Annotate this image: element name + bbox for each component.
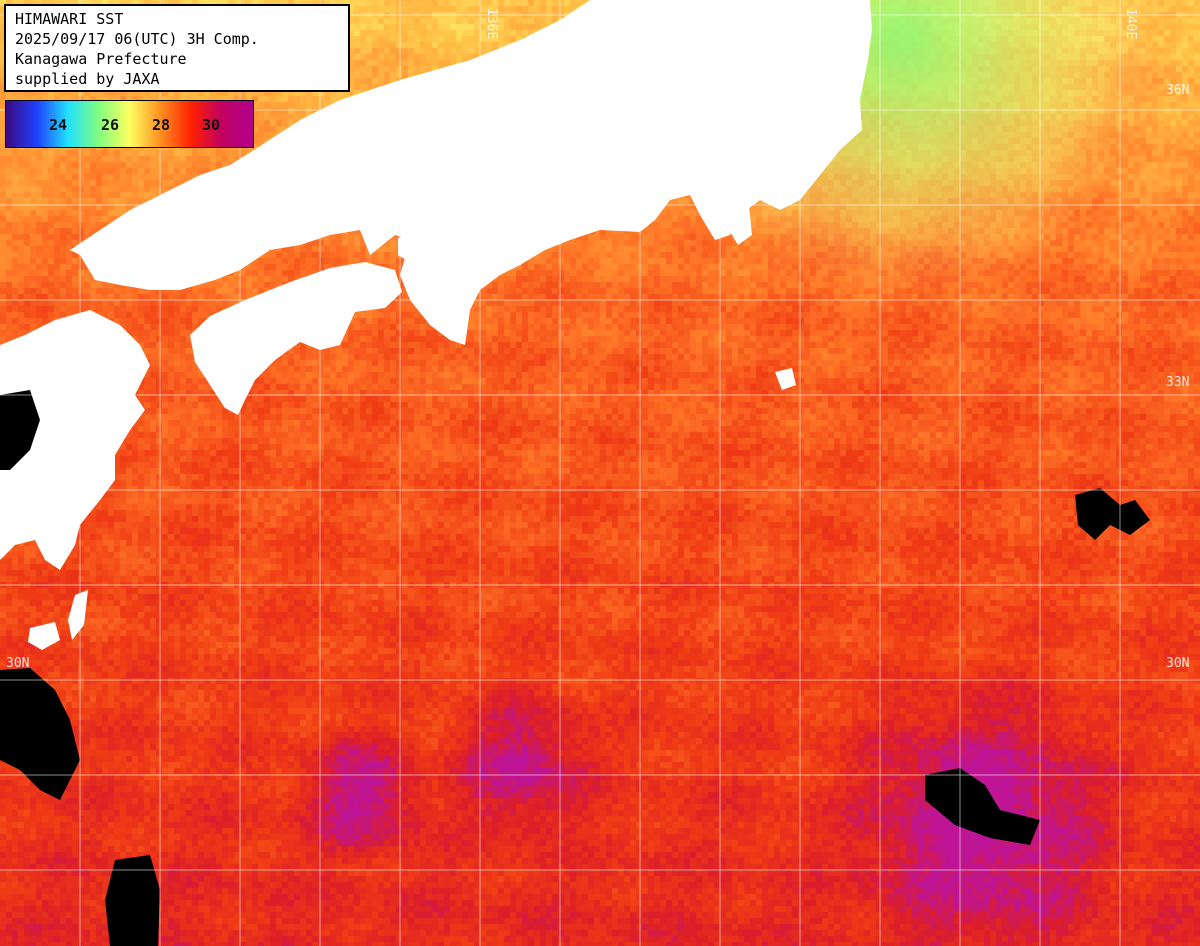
- legend-tick-30: 30: [201, 116, 221, 134]
- lat-label-33n-west: 33N: [6, 375, 29, 390]
- cloud-patch-southwest: [105, 855, 160, 946]
- shikoku-landmass: [190, 262, 402, 415]
- awaji-island: [398, 232, 428, 262]
- boso-peninsula: [755, 135, 812, 195]
- cloud-patch-kyushu: [0, 390, 40, 470]
- lat-label-36n: 36N: [1166, 83, 1189, 98]
- title-panel: HIMAWARI SST 2025/09/17 06(UTC) 3H Comp.…: [4, 4, 350, 92]
- kyushu-landmass: [0, 310, 150, 570]
- honshu-landmass: [70, 0, 872, 345]
- tanegashima-island: [68, 590, 88, 640]
- cloud-patch-southeast: [925, 768, 1040, 845]
- title-product: HIMAWARI SST: [15, 10, 124, 28]
- lon-label-140e: 140E: [1123, 8, 1138, 39]
- lat-label-33n-east: 33N: [1166, 375, 1189, 390]
- hachijo-island: [775, 368, 796, 390]
- legend-tick-24: 24: [48, 116, 68, 134]
- lon-label-136e: 136E: [484, 8, 499, 39]
- temperature-colorbar: 24 26 28 30: [5, 100, 254, 148]
- lat-label-30n-east: 30N: [1166, 656, 1189, 671]
- title-supplier: supplied by JAXA: [15, 70, 160, 88]
- legend-tick-26: 26: [100, 116, 120, 134]
- yakushima-island: [28, 622, 60, 650]
- izu-peninsula: [726, 196, 752, 245]
- cloud-patch-east: [1075, 488, 1150, 540]
- title-source-org: Kanagawa Prefecture: [15, 50, 187, 68]
- legend-tick-28: 28: [151, 116, 171, 134]
- lat-label-30n-west: 30N: [6, 656, 29, 671]
- cloud-patch-west: [0, 668, 80, 800]
- title-datetime: 2025/09/17 06(UTC) 3H Comp.: [15, 30, 259, 48]
